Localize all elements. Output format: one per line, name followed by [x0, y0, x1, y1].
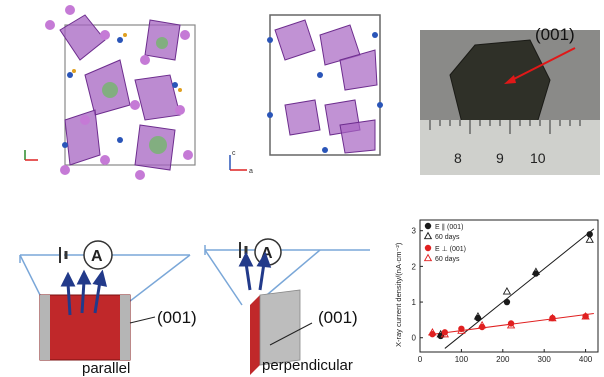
data-point — [502, 287, 512, 295]
fit-line — [444, 228, 595, 349]
axis-label-a: a — [249, 168, 253, 175]
x-tick-label: 300 — [538, 355, 552, 364]
x-tick-label: 100 — [455, 355, 469, 364]
data-point — [585, 235, 594, 243]
axis-indicator-middle: c a — [229, 150, 253, 175]
ruler-tick-10: 10 — [530, 150, 546, 166]
facet-arrow — [507, 47, 576, 83]
parallel-schematic: A (001) parallel — [19, 240, 197, 377]
perpendicular-label: perpendicular — [262, 357, 353, 374]
crystal-photo: 8 9 10 (001) — [420, 25, 600, 175]
parallel-label: parallel — [82, 360, 130, 377]
data-point — [548, 313, 557, 322]
y-tick-label: 2 — [412, 262, 417, 271]
data-point — [457, 326, 466, 334]
data-point — [477, 320, 487, 329]
ammeter-label-parallel: A — [91, 248, 103, 265]
x-tick-label: 200 — [496, 355, 510, 364]
legend-label: E ∥ (001) — [435, 223, 463, 231]
data-point — [473, 311, 483, 320]
facet-label-photo: (001) — [535, 25, 575, 44]
data-point — [503, 298, 511, 306]
chart-marks — [428, 231, 594, 340]
crystal-block-parallel — [39, 294, 131, 361]
legend-marker — [423, 231, 433, 240]
data-point — [581, 311, 590, 320]
crystal-structure-view-left — [24, 5, 196, 180]
data-point — [531, 267, 541, 275]
ammeter — [83, 240, 113, 270]
plot-frame — [419, 219, 599, 353]
y-tick-label: 0 — [412, 334, 417, 343]
legend-label: 60 days — [435, 256, 460, 263]
axis-indicator-left — [24, 150, 38, 161]
xray-current-chart: 0 100 200 300 400 0 1 2 3 E ∥ (001) 60 days E ⊥ (0… — [394, 219, 599, 364]
ruler-tick-8: 8 — [454, 150, 462, 166]
legend-marker — [424, 222, 432, 230]
facet-label-parallel: (001) — [157, 308, 197, 327]
data-point — [440, 329, 450, 338]
y-tick-label: 1 — [412, 298, 417, 307]
legend-label: E ⊥ (001) — [435, 246, 466, 253]
x-tick-label: 400 — [579, 355, 593, 364]
legend-label: 60 days — [435, 234, 460, 241]
legend-marker — [423, 253, 433, 262]
legend-marker — [424, 244, 432, 252]
y-tick-label: 3 — [412, 227, 417, 236]
perpendicular-schematic: A (001) perpendicular — [204, 238, 370, 375]
data-point — [428, 328, 437, 336]
ruler-tick-9: 9 — [496, 150, 504, 166]
chart-legend: E ∥ (001) 60 days E ⊥ (001) 60 days — [423, 222, 466, 263]
crystal-block-perpendicular — [250, 295, 260, 375]
data-point — [506, 320, 516, 329]
crystal-structure-view-middle: c a — [229, 14, 383, 175]
x-tick-label: 0 — [418, 355, 423, 364]
chart-axes: 0 100 200 300 400 0 1 2 3 — [412, 219, 599, 364]
y-axis-label: X-ray current density/(nA·cm⁻²) — [394, 242, 403, 347]
facet-label-perpendicular: (001) — [318, 308, 358, 327]
axis-label-c: c — [232, 150, 236, 157]
